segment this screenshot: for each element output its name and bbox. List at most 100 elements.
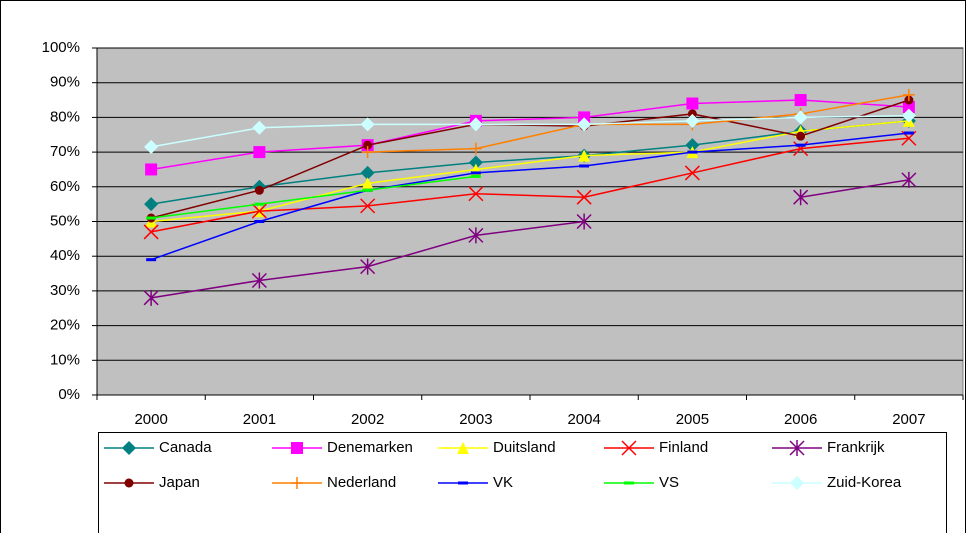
marker [470, 171, 481, 175]
legend-label: Duitsland [493, 439, 556, 456]
marker [145, 163, 158, 176]
y-tick-label: 60% [50, 178, 80, 195]
legend-marker [624, 481, 634, 485]
y-tick-label: 80% [50, 108, 80, 125]
legend: Canada Denemarken Duitsland Finland Frankrij… [98, 432, 947, 533]
x-tick-label: 2002 [351, 411, 384, 428]
marker [577, 117, 592, 132]
marker [143, 289, 159, 306]
legend-label: Canada [159, 439, 212, 456]
x-tick-label: 2000 [134, 411, 167, 428]
x-tick-label: 2003 [459, 411, 492, 428]
marker [796, 131, 806, 141]
marker [794, 94, 807, 107]
series-line [151, 120, 909, 223]
series [144, 108, 916, 154]
marker [146, 216, 157, 220]
marker [251, 203, 267, 219]
marker [686, 97, 699, 110]
marker [143, 224, 159, 240]
legend-label: Nederland [327, 474, 396, 491]
x-tick-label: 2005 [676, 411, 709, 428]
legend-marker [790, 476, 804, 490]
marker [903, 131, 914, 135]
marker [793, 110, 808, 125]
legend-marker [789, 440, 805, 456]
series [143, 130, 917, 240]
y-tick-label: 70% [50, 143, 80, 160]
legend-label: Denemarken [327, 439, 413, 456]
x-tick-label: 2001 [243, 411, 276, 428]
x-tick-label: 2006 [784, 411, 817, 428]
y-tick-label: 100% [42, 39, 80, 56]
marker [470, 174, 481, 178]
marker [902, 88, 915, 101]
marker [363, 140, 373, 150]
legend-label: VK [493, 474, 513, 491]
marker [252, 120, 267, 135]
legend-marker [458, 481, 468, 485]
marker [254, 220, 265, 223]
legend-label: VS [659, 474, 679, 491]
marker [902, 100, 915, 113]
legend-marker [457, 442, 469, 454]
series-line [150, 99, 910, 219]
series [143, 171, 917, 306]
series [146, 174, 481, 220]
marker [901, 171, 917, 188]
series-line [151, 99, 909, 171]
x-tick-label: 2004 [567, 411, 600, 428]
marker [795, 143, 806, 147]
series-line [150, 132, 909, 261]
legend-marker [122, 441, 136, 455]
marker [901, 108, 916, 123]
series-line [151, 175, 476, 219]
marker [254, 202, 265, 206]
legend-label: Finland [659, 439, 708, 456]
legend-marker [621, 440, 637, 456]
y-tick-label: 30% [50, 282, 80, 299]
legend-marker [291, 442, 303, 454]
legend-label: Zuid-Korea [827, 474, 902, 491]
marker [468, 186, 484, 202]
marker [251, 272, 267, 289]
legend-marker [124, 478, 134, 488]
series-line [150, 114, 909, 148]
marker [360, 258, 376, 275]
marker [579, 164, 590, 168]
y-tick-label: 90% [50, 74, 80, 91]
marker [468, 117, 483, 132]
series-line [367, 94, 910, 153]
marker [576, 189, 592, 205]
marker [793, 189, 809, 206]
marker [360, 117, 375, 132]
marker [253, 146, 266, 159]
marker [685, 113, 700, 128]
marker [576, 213, 592, 230]
y-tick-label: 40% [50, 247, 80, 264]
y-tick-label: 20% [50, 317, 80, 334]
marker [468, 227, 484, 244]
marker [144, 197, 159, 212]
marker [361, 177, 374, 190]
marker [254, 185, 264, 195]
marker [144, 139, 159, 154]
marker [468, 155, 483, 170]
marker [361, 146, 374, 159]
series-line [151, 120, 909, 205]
x-tick-label: 2007 [892, 411, 925, 428]
marker [687, 150, 698, 154]
series-line [150, 137, 909, 233]
marker [578, 149, 591, 162]
y-tick-label: 0% [58, 386, 80, 403]
marker [360, 198, 376, 214]
y-tick-label: 50% [50, 212, 80, 229]
series [146, 95, 914, 223]
marker [685, 138, 700, 153]
marker [146, 258, 157, 262]
legend-label: Japan [159, 474, 200, 491]
marker [684, 165, 700, 181]
y-tick-label: 10% [50, 351, 80, 368]
